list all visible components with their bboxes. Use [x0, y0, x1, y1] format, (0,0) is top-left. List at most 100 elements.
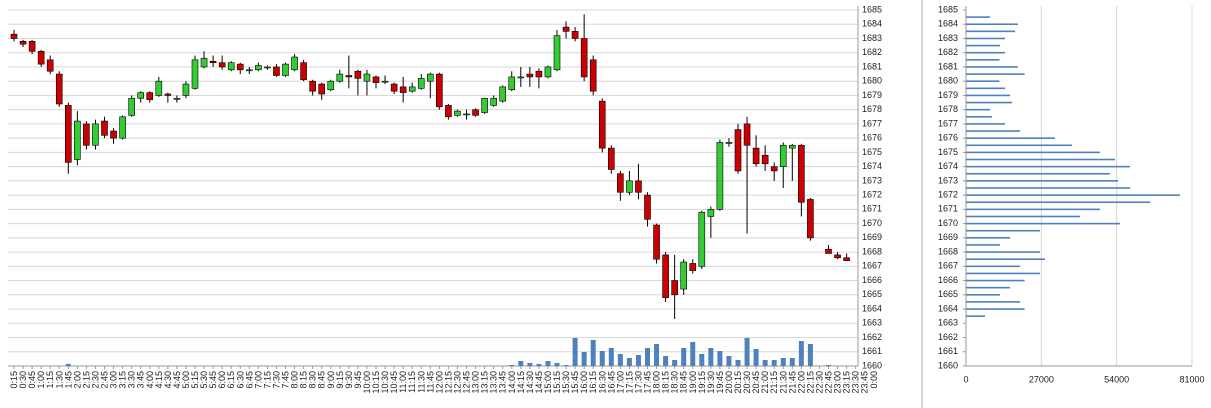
x-tick-label: 5:00: [181, 371, 191, 389]
x-tick-label: 3:00: [109, 371, 119, 389]
x-tick-label: 0:30: [18, 371, 28, 389]
candle-body: [363, 73, 371, 82]
x-tick-label: 13:15: [480, 371, 490, 394]
x-tick-label: 1:45: [63, 371, 73, 389]
candle-body: [92, 123, 99, 146]
x-tick-label: 4:45: [172, 371, 182, 389]
y-tick-label: 1682: [862, 47, 882, 57]
y-tick-label: 1662: [938, 332, 958, 342]
volume-bar: [545, 361, 551, 366]
x-tick-label: 13:45: [498, 371, 508, 394]
x-tick-label: 6:15: [226, 371, 236, 389]
candle-body: [607, 147, 615, 170]
candle-body: [798, 144, 805, 203]
profile-bar: [966, 59, 1000, 61]
x-tick-label: 8:15: [299, 371, 309, 389]
profile-bar: [966, 286, 1011, 289]
volume-bar: [536, 364, 542, 366]
volume-bar: [708, 348, 714, 366]
volume-bar: [780, 358, 786, 366]
candle-body: [300, 62, 307, 81]
x-tick-label: 7:45: [281, 371, 291, 389]
x-tick-label: 10:00: [362, 371, 372, 394]
x-tick-label: 1:15: [45, 371, 55, 389]
profile-bar: [966, 30, 1016, 33]
volume-bar: [735, 360, 741, 366]
x-tick-label: 4:30: [163, 371, 173, 389]
candle-body: [209, 60, 217, 63]
candle-body: [589, 59, 597, 92]
volume-bar: [789, 358, 795, 366]
x-tick-label: 22:15: [805, 371, 815, 394]
profile-bar: [966, 80, 1000, 82]
x-tick-label: 8:00: [290, 371, 300, 389]
profile-bar: [966, 130, 1021, 132]
volume-bar: [563, 365, 569, 366]
x-tick-label: 6:45: [244, 371, 254, 389]
candle-body: [408, 86, 416, 92]
x-tick-label: 81000: [1179, 374, 1204, 384]
candle-body: [426, 73, 434, 82]
x-tick-label: 10:15: [371, 371, 381, 394]
candle-body: [164, 93, 172, 96]
candle-body: [354, 70, 362, 79]
x-tick-label: 21:00: [760, 371, 770, 394]
y-tick-label: 1671: [862, 204, 882, 214]
x-tick-label: 20:30: [742, 371, 752, 394]
x-tick-label: 15:45: [570, 371, 580, 394]
candle-body: [191, 59, 199, 89]
x-tick-label: 1:30: [54, 371, 64, 389]
profile-bar: [966, 144, 1073, 147]
candle-body: [526, 73, 534, 78]
x-tick-label: 12:15: [443, 371, 453, 394]
volume-bar: [762, 360, 768, 366]
candle-body: [825, 248, 832, 254]
y-tick-label: 1683: [862, 33, 882, 43]
candle-body: [200, 58, 208, 68]
x-tick-label: 16:30: [597, 371, 607, 394]
x-tick-label: 20:00: [724, 371, 734, 394]
volume-bar: [690, 342, 696, 366]
candle-body: [454, 110, 461, 116]
candle-body: [218, 62, 226, 68]
x-tick-label: 4:00: [145, 371, 155, 389]
x-tick-label: 15:15: [552, 371, 562, 394]
x-tick-label: 3:30: [127, 371, 137, 389]
x-tick-label: 7:30: [271, 371, 281, 389]
volume-bar: [771, 360, 777, 366]
candle-body: [707, 209, 715, 217]
y-tick-label: 1681: [862, 61, 882, 71]
y-tick-label: 1683: [938, 33, 958, 43]
x-tick-label: 14:15: [516, 371, 526, 394]
candle-body: [761, 154, 769, 165]
x-tick-label: 27000: [1029, 374, 1054, 384]
x-tick-label: 2:30: [90, 371, 100, 389]
candle-body: [490, 97, 497, 106]
y-tick-label: 1665: [862, 289, 882, 299]
volume-bar: [753, 349, 759, 366]
candle-body: [55, 73, 63, 105]
profile-bar: [966, 73, 1025, 75]
x-tick-label: 18:15: [661, 371, 671, 394]
x-tick-label: 19:00: [688, 371, 698, 394]
y-tick-label: 1684: [938, 19, 958, 29]
candle-body: [28, 41, 36, 52]
candle-body: [264, 66, 271, 69]
candle-body: [463, 113, 470, 116]
profile-bar: [966, 194, 1181, 196]
x-tick-label: 0:45: [27, 371, 37, 389]
candle-body: [137, 92, 144, 99]
x-tick-label: 0:15: [9, 371, 19, 389]
y-tick-label: 1676: [862, 133, 882, 143]
candle-body: [553, 35, 561, 71]
y-tick-label: 1662: [862, 332, 882, 342]
volume-bar: [717, 351, 723, 366]
y-tick-label: 1669: [862, 232, 882, 242]
x-tick-label: 3:15: [118, 371, 128, 389]
volume-bar: [681, 348, 687, 366]
y-tick-label: 1670: [938, 218, 958, 228]
x-tick-label: 10:30: [380, 371, 390, 394]
candle-body: [481, 97, 488, 113]
y-tick-label: 1666: [938, 275, 958, 285]
candle-body: [417, 78, 425, 89]
